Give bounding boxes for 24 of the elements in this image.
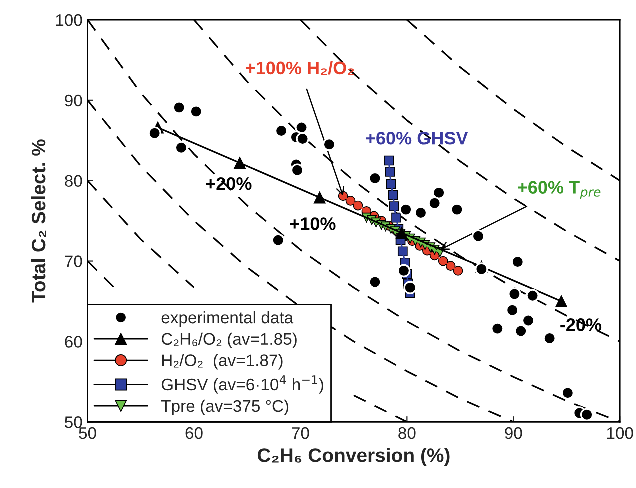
x-tick-label: 80 bbox=[398, 427, 416, 440]
legend-label: Tpre (av=375 °C) bbox=[161, 400, 289, 416]
y-tick-label: 70 bbox=[65, 256, 82, 268]
x-tick-label: 100 bbox=[607, 427, 634, 440]
annotation: +100% H₂/O₂ bbox=[246, 61, 354, 75]
annotation: +60% T$_{pre}$ bbox=[518, 181, 601, 200]
annotation: -20% bbox=[560, 318, 602, 332]
y-tick-label: 60 bbox=[65, 336, 82, 348]
x-axis-title: C₂H₆ Conversion (%) bbox=[258, 448, 450, 466]
legend-label: C₂H₆/O₂ (av=1.85) bbox=[162, 332, 297, 348]
x-tick-label: 70 bbox=[292, 427, 310, 440]
legend-label: H₂/O₂ (av=1.87) bbox=[162, 354, 283, 370]
annotation: +60% GHSV bbox=[366, 132, 468, 145]
legend-label: experimental data bbox=[162, 311, 294, 328]
y-tick-label: 100 bbox=[56, 14, 82, 26]
y-tick-label: 50 bbox=[65, 416, 82, 428]
x-tick-label: 50 bbox=[79, 427, 96, 440]
legend-label: GHSV (av=6·10$^{4}$ h$^{−1}$) bbox=[162, 376, 324, 394]
x-tick-label: 60 bbox=[186, 427, 203, 440]
y-axis-title: Total C₂ Select. % bbox=[31, 140, 46, 303]
x-tick-label: 90 bbox=[505, 427, 522, 440]
y-tick-label: 90 bbox=[65, 94, 82, 107]
y-tick-label: 80 bbox=[65, 175, 82, 188]
annotation: +10% bbox=[290, 218, 336, 230]
